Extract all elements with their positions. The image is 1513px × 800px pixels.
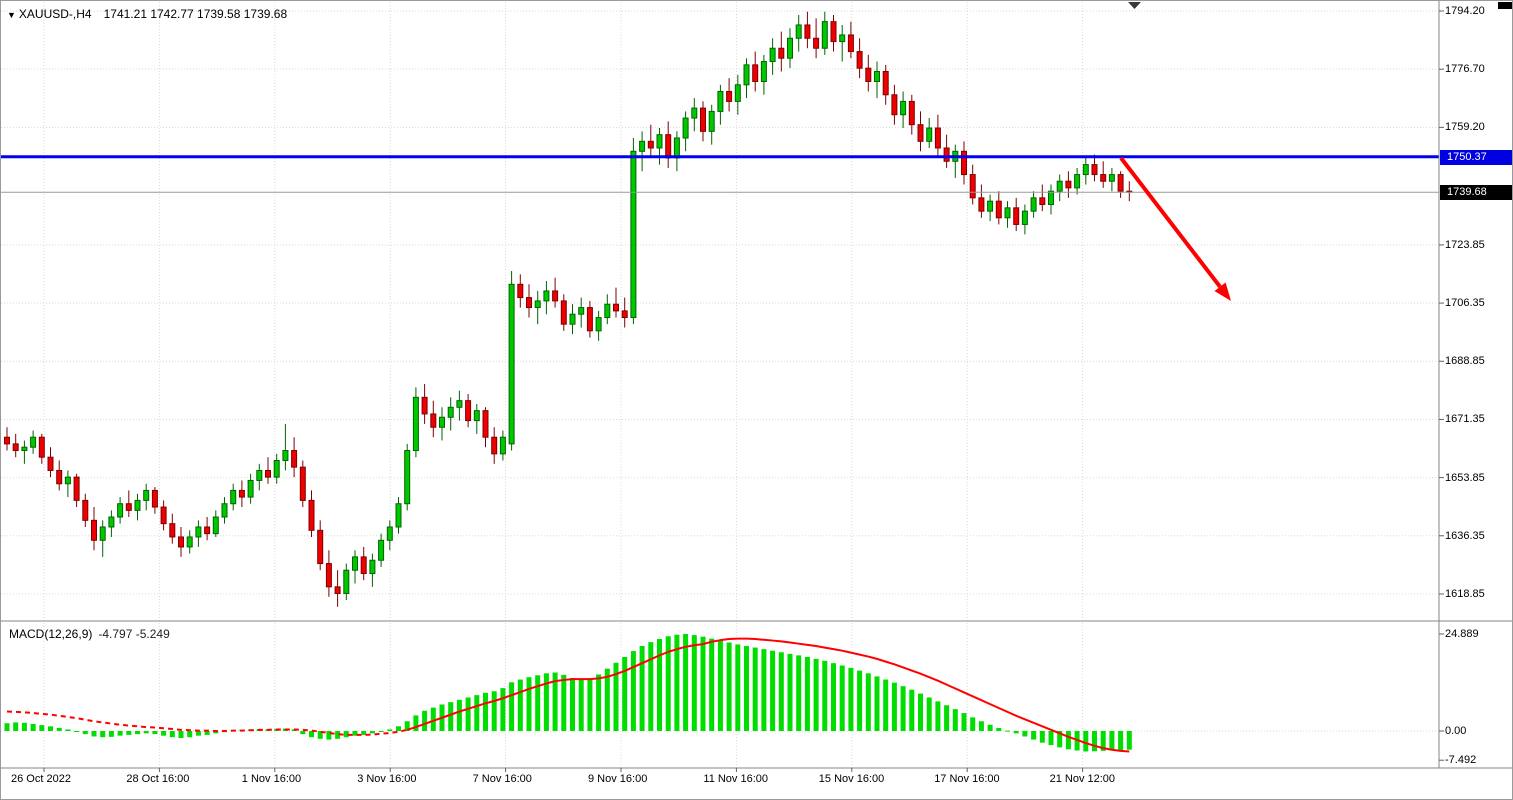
price-tick-label: 1636.35 [1445, 529, 1485, 542]
axis-tick-marks [43, 10, 1444, 772]
macd-values-label: -4.797 -5.249 [98, 627, 170, 641]
time-tick-label: 21 Nov 12:00 [1049, 773, 1116, 785]
time-tick-label: 1 Nov 16:00 [241, 773, 302, 785]
time-tick-label: 7 Nov 16:00 [472, 773, 532, 785]
price-tick-label: 1618.85 [1445, 587, 1485, 600]
time-tick-label: 3 Nov 16:00 [357, 773, 417, 785]
bid-price-badge: 1739.68 [1440, 185, 1512, 201]
price-tick-label: 1794.20 [1445, 5, 1485, 17]
time-tick-label: 26 Oct 2022 [11, 773, 71, 785]
hline-price-badge: 1750.37 [1440, 149, 1512, 165]
candles-series [4, 11, 1133, 607]
trend-arrow-head[interactable] [1214, 282, 1231, 301]
chart-title: ▼ XAUUSD-,H4 1741.21 1742.77 1739.58 1739.… [7, 7, 287, 21]
trend-arrow-shaft[interactable] [1119, 156, 1222, 288]
macd-tick-label: 24.889 [1445, 627, 1479, 640]
symbol-dropdown-icon: ▼ [7, 10, 16, 20]
time-tick-label: 28 Oct 16:00 [126, 773, 190, 785]
price-tick-label: 1759.20 [1445, 121, 1485, 134]
price-tick-label: 1653.85 [1445, 471, 1485, 484]
chart-shift-marker-icon[interactable] [1128, 2, 1141, 9]
macd-name-label: MACD(12,26,9) [9, 627, 93, 641]
ohlc-values-label: 1741.21 1742.77 1739.58 1739.68 [103, 7, 288, 21]
panel-separators [1, 1, 1512, 769]
macd-tick-label: 0.00 [1445, 725, 1467, 737]
time-tick-label: 17 Nov 16:00 [934, 773, 1000, 785]
indicator-label: MACD(12,26,9) -4.797 -5.249 [9, 627, 170, 641]
macd-histogram [4, 633, 1132, 752]
time-tick-label: 15 Nov 16:00 [818, 773, 885, 785]
macd-signal-line-dashed [6, 710, 408, 736]
macd-tick-label: -7.492 [1445, 754, 1477, 767]
price-tick-label: 1688.85 [1445, 355, 1485, 368]
chart-corner-marker [1498, 2, 1512, 9]
macd-signal-line [406, 637, 1130, 753]
time-tick-label: 11 Nov 16:00 [703, 773, 769, 785]
symbol-timeframe-label: XAUUSD-,H4 [18, 7, 92, 21]
price-tick-label: 1706.35 [1445, 297, 1485, 310]
time-tick-label: 9 Nov 16:00 [588, 773, 648, 785]
price-tick-label: 1723.85 [1445, 238, 1485, 251]
price-tick-label: 1671.35 [1445, 413, 1485, 426]
price-tick-label: 1776.70 [1445, 63, 1485, 76]
